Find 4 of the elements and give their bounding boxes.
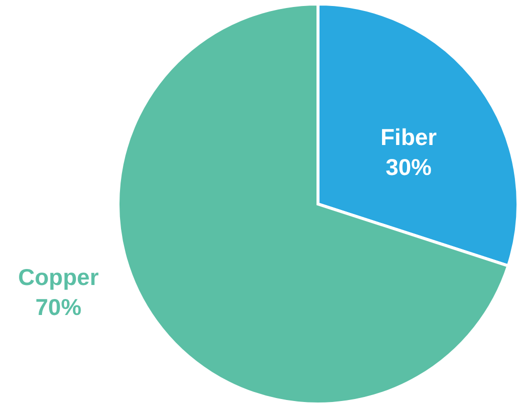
data-label: 30% <box>386 154 432 180</box>
data-label: 70% <box>35 294 82 320</box>
slice-label: Fiber <box>380 124 437 150</box>
slice-label: Copper <box>18 264 99 290</box>
